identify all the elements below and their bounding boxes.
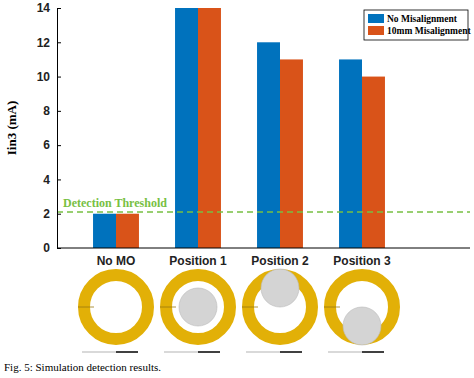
y-tick-mark <box>57 179 61 180</box>
y-tick: 14 <box>37 1 61 15</box>
y-tick: 6 <box>43 138 61 152</box>
bar <box>280 59 303 248</box>
y-axis-title: Iin3 (mA) <box>4 101 19 156</box>
scale-bar-light <box>82 351 116 353</box>
y-tick: 10 <box>37 70 61 84</box>
coil-lead <box>78 307 94 308</box>
x-axis-line <box>57 248 470 249</box>
y-tick-mark <box>57 42 61 43</box>
x-tick-label: Position 1 <box>169 254 227 268</box>
bar <box>93 214 116 248</box>
y-tick-mark <box>57 8 61 9</box>
bar <box>362 77 385 248</box>
legend-label: 10mm Misalignment <box>387 26 471 36</box>
y-tick-label: 14 <box>37 1 51 15</box>
threshold-line <box>57 211 470 213</box>
legend-swatch <box>368 26 384 35</box>
y-tick: 8 <box>43 104 61 118</box>
y-tick-mark <box>57 111 61 112</box>
y-tick-label: 6 <box>43 138 50 152</box>
y-tick-label: 12 <box>37 36 51 50</box>
x-tick: Position 2 <box>251 254 309 268</box>
illustrations <box>78 269 394 352</box>
bar <box>257 42 280 248</box>
x-tick-label: Position 3 <box>333 254 391 268</box>
scale-bar-light <box>246 351 280 353</box>
caption: Fig. 5: Simulation detection results. <box>4 361 161 373</box>
legend-label: No Misalignment <box>387 14 458 24</box>
y-tick-mark <box>57 145 61 146</box>
y-tick-label: 4 <box>43 173 50 187</box>
bar <box>339 59 362 248</box>
legend-swatch <box>368 14 384 23</box>
y-tick-mark <box>57 214 61 215</box>
x-axis: No MO Position 1 Position 2 Position 3 <box>57 248 470 268</box>
coil-lead <box>324 307 340 308</box>
scale-bar <box>280 351 302 353</box>
metal-object <box>261 269 299 307</box>
y-tick-label: 10 <box>37 70 51 84</box>
y-tick: 4 <box>43 173 61 187</box>
x-tick: No MO <box>97 254 136 268</box>
y-tick-label: 2 <box>43 207 50 221</box>
scale-bar <box>116 351 138 353</box>
metal-object <box>343 307 381 345</box>
metal-object <box>179 288 217 326</box>
y-tick-mark <box>57 77 61 78</box>
chart-root: Detection Threshold 0 2 4 6 8 10 12 14 No MO Posit… <box>0 0 474 378</box>
y-axis: 0 2 4 6 8 10 12 14 <box>37 1 61 255</box>
threshold-label: Detection Threshold <box>63 196 167 210</box>
bar <box>116 214 139 248</box>
coil-lead <box>160 307 176 308</box>
scale-bar <box>198 351 220 353</box>
y-axis-line <box>57 9 58 249</box>
x-tick-label: No MO <box>97 254 136 268</box>
y-tick-label: 0 <box>43 241 50 255</box>
scale-bar <box>362 351 384 353</box>
x-tick: Position 3 <box>333 254 391 268</box>
scale-bar-light <box>328 351 362 353</box>
legend: No Misalignment 10mm Misalignment <box>364 10 471 40</box>
y-tick: 2 <box>43 207 61 221</box>
y-tick-label: 8 <box>43 104 50 118</box>
y-tick: 12 <box>37 36 61 50</box>
scale-bar-light <box>164 351 198 353</box>
threshold-group <box>57 212 470 213</box>
x-tick-label: Position 2 <box>251 254 309 268</box>
x-tick: Position 1 <box>169 254 227 268</box>
coil-lead <box>242 307 258 308</box>
